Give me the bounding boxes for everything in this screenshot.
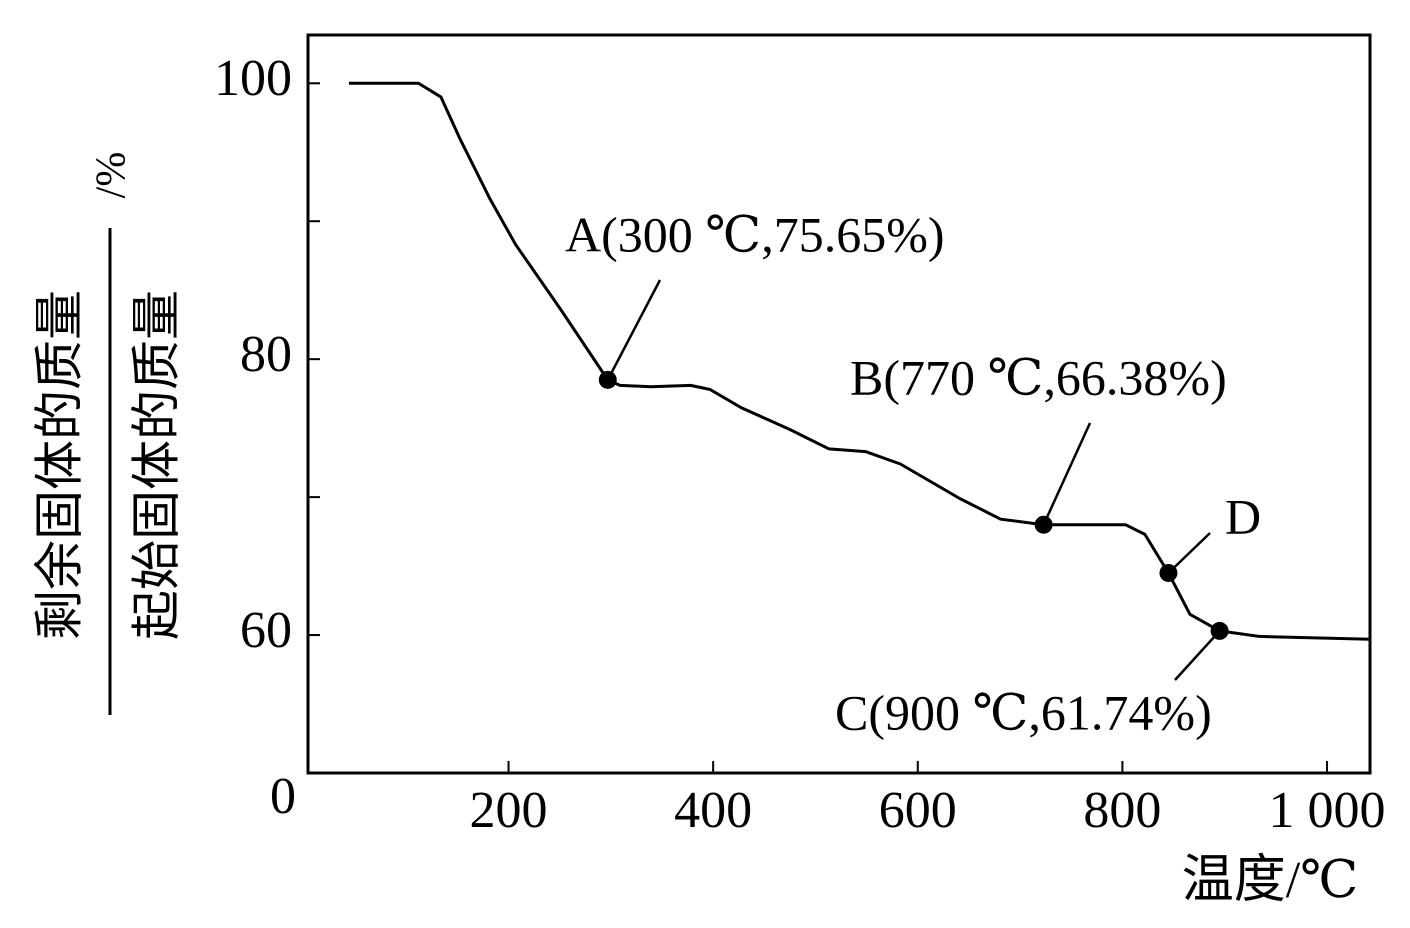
- data-line: [348, 81, 1371, 641]
- point-label: A(300 ℃,75.65%): [565, 206, 945, 262]
- leader-line: [606, 279, 662, 381]
- point-marker: [1210, 621, 1229, 640]
- y-tick-label: 80: [240, 326, 292, 383]
- plot-frame: [306, 33, 1372, 775]
- point-label: C(900 ℃,61.74%): [835, 684, 1212, 740]
- leader-line: [1167, 532, 1211, 574]
- y-tick-label: 0: [270, 768, 296, 825]
- y-title-unit: /%: [89, 152, 135, 199]
- x-tick-label: 200: [470, 782, 548, 839]
- x-tick-label: 1 000: [1269, 782, 1386, 839]
- y-title-denominator: 起始固体的质量: [128, 290, 184, 640]
- x-tick-label: 400: [674, 782, 752, 839]
- x-tick-label: 600: [879, 782, 957, 839]
- point-label: B(770 ℃,66.38%): [850, 349, 1227, 405]
- point-marker: [598, 370, 617, 389]
- leader-line: [1042, 422, 1092, 526]
- point-marker: [1159, 563, 1178, 582]
- y-title-numerator: 剩余固体的质量: [31, 290, 87, 640]
- x-axis-title: 温度/℃: [1182, 852, 1359, 909]
- y-tick-label: 100: [214, 50, 292, 107]
- leader-line: [1174, 630, 1221, 681]
- x-tick-label: 800: [1083, 782, 1161, 839]
- point-marker: [1034, 515, 1053, 534]
- y-tick-label: 60: [240, 602, 292, 659]
- point-label: D: [1225, 488, 1261, 544]
